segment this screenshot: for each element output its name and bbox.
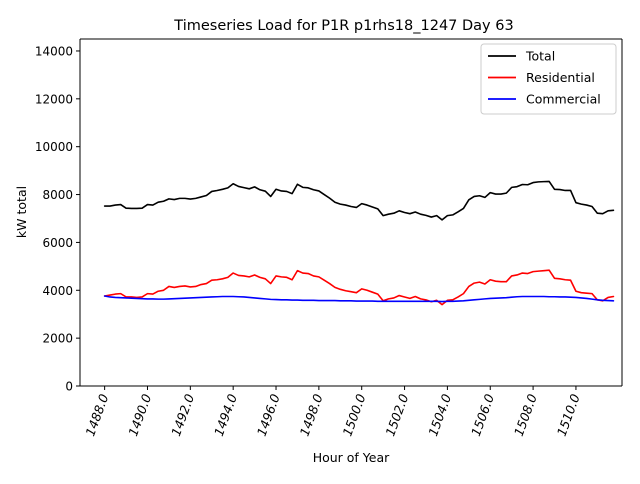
y-tick-label: 10000 — [35, 140, 73, 154]
legend: Total Residential Commercial — [480, 43, 617, 115]
legend-label-total: Total — [525, 49, 555, 64]
x-axis-label: Hour of Year — [313, 450, 390, 465]
chart-title: Timeseries Load for P1R p1rhs18_1247 Day… — [173, 18, 513, 34]
y-axis-label: kW total — [14, 186, 29, 238]
legend-label-residential: Residential — [526, 70, 595, 85]
y-tick-label: 0 — [65, 380, 73, 394]
series-line-residential — [103, 269, 615, 306]
y-tick-label: 6000 — [42, 236, 73, 250]
y-tick-label: 14000 — [35, 44, 73, 58]
y-axis-ticks: 0 2000 4000 6000 8000 10000 12000 14000 — [35, 44, 80, 394]
y-tick-label: 12000 — [35, 92, 73, 106]
series-line-total — [103, 180, 615, 221]
axes-frame — [79, 38, 623, 387]
legend-label-commercial: Commercial — [526, 92, 601, 107]
y-tick-label: 2000 — [42, 332, 73, 346]
y-tick-label: 4000 — [42, 284, 73, 298]
y-tick-label: 8000 — [42, 188, 73, 202]
legend-box — [480, 43, 617, 115]
series-line-commercial — [103, 295, 615, 303]
series-layer — [103, 180, 615, 306]
